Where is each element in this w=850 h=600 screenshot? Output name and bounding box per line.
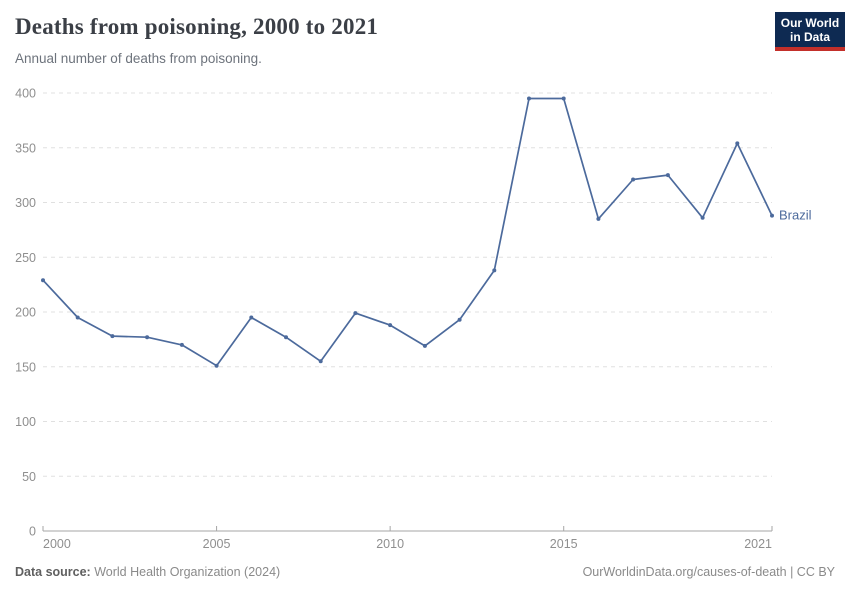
data-point-2019[interactable] [700,215,705,220]
data-point-2000[interactable] [41,278,45,283]
x-axis-tick-label: 2005 [203,537,231,551]
data-point-2012[interactable] [457,317,462,322]
data-point-2018[interactable] [665,173,670,178]
data-point-2008[interactable] [318,359,323,364]
y-axis-tick-label: 250 [15,251,36,265]
y-axis-tick-label: 400 [15,87,36,101]
owid-logo-line2: in Data [789,30,830,44]
line-chart: 0 50 100 150 200 250 300 350 400 2000 2005 2010 2015… [15,87,812,552]
data-point-2015[interactable] [561,96,566,101]
y-axis-tick-label: 200 [15,306,36,320]
data-point-2004[interactable] [179,342,184,347]
data-source-label: Data source: [15,565,91,579]
chart-subtitle: Annual number of deaths from poisoning. [15,51,262,66]
x-axis-tick-label: 2000 [43,537,71,551]
owid-logo[interactable]: Our World in Data [775,12,845,51]
data-point-2001[interactable] [75,315,80,320]
chart-footer: Data source: World Health Organization (… [0,565,850,579]
x-axis-tick-label: 2015 [550,537,578,551]
data-point-2007[interactable] [284,335,288,340]
data-point-2014[interactable] [527,96,531,101]
data-point-2011[interactable] [422,343,427,348]
x-axis-tick-label: 2021 [744,537,772,551]
owid-logo-line1: Our World [780,16,840,30]
y-axis-tick-label: 150 [15,360,36,374]
data-point-2013[interactable] [492,268,497,273]
data-source: Data source: World Health Organization (… [15,565,280,579]
x-axis-tick-label: 2010 [376,537,404,551]
series-line[interactable] [42,97,773,367]
data-point-2020[interactable] [735,141,740,146]
data-point-2016[interactable] [596,216,601,221]
data-point-2005[interactable] [214,363,219,368]
data-point-2003[interactable] [145,335,150,340]
data-source-text: World Health Organization (2024) [90,565,281,579]
credit-link[interactable]: OurWorldinData.org/causes-of-death | CC … [582,565,835,579]
data-point-2009[interactable] [353,311,358,316]
y-axis-tick-label: 350 [15,141,36,155]
y-axis-tick-label: 100 [15,415,36,429]
data-point-2021[interactable] [770,213,774,218]
data-point-2017[interactable] [631,177,636,182]
series-label[interactable]: Brazil [779,208,812,223]
y-axis-tick-label: 300 [15,196,36,210]
y-axis-tick-label: 50 [22,470,36,484]
y-axis-tick-label: 0 [29,525,36,539]
page-title: Deaths from poisoning, 2000 to 2021 [15,14,379,39]
data-point-2006[interactable] [249,315,254,320]
data-point-2010[interactable] [388,323,393,328]
data-point-2002[interactable] [110,334,115,339]
